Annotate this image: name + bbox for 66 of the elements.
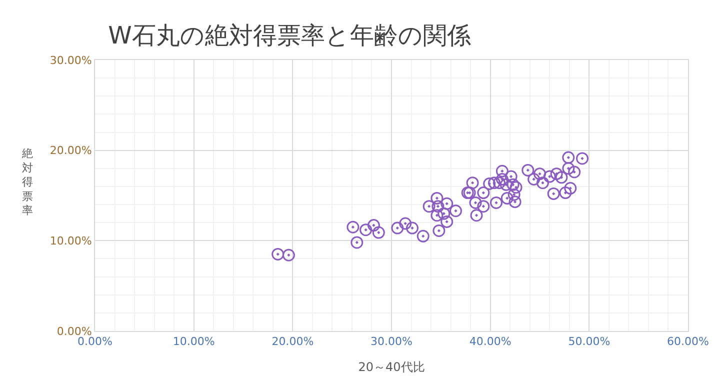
x-axis-title: 20～40代比 [358, 360, 425, 374]
point [440, 197, 454, 210]
chart-title: W石丸の絶対得票率と年齢の関係 [108, 22, 471, 50]
point [483, 178, 496, 190]
point [510, 181, 522, 194]
point [440, 215, 454, 228]
point [528, 172, 540, 186]
point [466, 176, 479, 190]
y-tick-label: 30.00% [50, 54, 92, 67]
point [534, 168, 546, 180]
point [506, 178, 520, 191]
point [543, 170, 556, 183]
point [477, 200, 490, 213]
point [547, 187, 560, 200]
point [496, 172, 508, 186]
point [508, 196, 522, 208]
y-tick-label: 10.00% [50, 234, 92, 248]
point [449, 204, 462, 218]
y-axis-title: 絶対得票率 [21, 147, 33, 218]
point [522, 164, 534, 176]
point [372, 226, 385, 239]
point [391, 222, 404, 234]
x-tick-label: 20.00% [272, 335, 314, 348]
point [399, 217, 412, 230]
point [406, 222, 419, 234]
point [282, 248, 295, 262]
point [367, 219, 380, 232]
point [504, 170, 518, 183]
point [496, 164, 508, 178]
y-tick-label: 20.00% [50, 144, 92, 158]
point [492, 176, 506, 190]
point [469, 196, 482, 209]
point [360, 224, 372, 236]
point [438, 207, 450, 220]
point [422, 200, 436, 213]
point [488, 176, 501, 190]
x-tick-label: 40.00% [469, 335, 512, 348]
point [500, 178, 512, 191]
point [555, 171, 568, 184]
x-tick-label: 10.00% [172, 335, 215, 348]
point [350, 236, 364, 249]
x-tick-label: 0.00% [78, 335, 112, 348]
point [508, 188, 520, 201]
point [477, 186, 490, 200]
point [562, 151, 575, 164]
point [430, 192, 444, 204]
point [568, 166, 581, 178]
point [536, 176, 549, 190]
point [490, 196, 503, 209]
point [432, 200, 444, 213]
x-tick-label: 50.00% [568, 335, 610, 348]
point [470, 209, 483, 222]
point [430, 209, 444, 222]
point [550, 168, 563, 180]
point [564, 182, 577, 195]
point [559, 186, 572, 200]
x-tick-label: 60.00% [667, 335, 709, 348]
point [346, 220, 360, 234]
point [432, 224, 446, 237]
point [562, 162, 575, 175]
y-tick-label: 0.00% [56, 324, 92, 338]
point [416, 230, 430, 242]
point [500, 192, 514, 204]
x-tick-label: 30.00% [370, 335, 412, 348]
point [272, 248, 284, 260]
point [576, 152, 588, 165]
